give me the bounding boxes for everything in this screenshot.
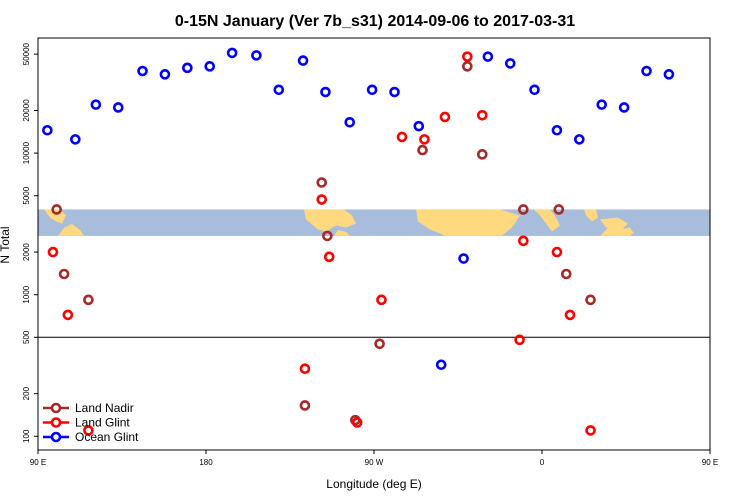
point-ocean-glint [226,47,238,59]
point-ocean-glint [458,253,469,264]
y-tick-label: 1000 [22,285,31,303]
point-ocean-glint [320,86,331,98]
point-ocean-glint [42,124,53,136]
chart-title: 0-15N January (Ver 7b_s31) 2014-09-06 to… [175,13,575,30]
legend-marker-ocean-glint [50,431,62,443]
land-shape [334,229,350,236]
point-land-glint [564,309,576,321]
data-points [42,47,675,436]
point-land-nadir [585,294,596,306]
point-ocean-glint [482,51,494,62]
point-ocean-glint [251,50,262,61]
y-tick-label: 5000 [22,186,31,204]
point-land-glint [299,363,311,375]
point-ocean-glint [204,61,216,72]
point-land-nadir [462,61,473,72]
y-tick-label: 50000 [22,42,31,65]
x-axis-label: Longitude (deg E) [326,477,421,491]
point-land-nadir [476,149,488,160]
map-band [38,209,710,236]
y-tick-label: 200 [22,386,31,400]
legend-marker-land-glint [50,417,62,428]
point-ocean-glint [435,359,447,371]
x-axis: 90 E 180 90 W 0 90 E [30,450,718,467]
point-ocean-glint [529,84,540,96]
point-land-glint [585,425,596,436]
point-land-nadir [83,294,94,306]
plot-frame [37,37,711,451]
land-shape [600,217,628,230]
point-land-glint [47,246,59,258]
legend-label-land-nadir: Land Nadir [75,401,134,415]
y-tick-label: 10000 [22,141,31,164]
point-land-glint [396,131,408,143]
point-ocean-glint [551,124,563,136]
point-ocean-glint [137,65,148,77]
land-shape [620,227,634,236]
point-land-glint [514,334,525,346]
point-ocean-glint [297,55,309,66]
point-ocean-glint [574,134,585,145]
point-land-nadir [417,144,428,156]
land-shape [304,209,356,232]
point-land-glint [62,309,74,321]
legend-label-ocean-glint: Ocean Glint [75,430,139,444]
point-land-nadir [560,268,572,280]
point-land-glint [476,109,488,121]
point-ocean-glint [90,99,102,110]
land-shape [416,209,520,236]
x-tick-label: 90 E [30,458,46,467]
point-ocean-glint [641,65,652,77]
point-ocean-glint [596,99,608,110]
point-ocean-glint [618,102,630,113]
point-land-nadir [374,338,385,350]
point-ocean-glint [366,84,378,96]
x-tick-label: 0 [540,458,545,467]
y-tick-label: 100 [22,429,31,443]
y-axis: 100 200 500 1000 2000 5000 10000 20000 50000 [22,42,38,443]
point-land-nadir [51,204,62,215]
point-land-nadir [316,177,328,188]
point-ocean-glint [70,134,81,145]
point-land-glint [323,251,335,263]
legend-label-land-glint: Land Glint [75,416,130,430]
x-tick-label: 90 E [702,458,718,467]
point-land-glint [551,246,563,258]
ocean-band [38,209,710,236]
point-land-glint [462,51,473,62]
point-land-glint [316,194,328,205]
point-ocean-glint [504,58,516,69]
point-ocean-glint [159,69,171,80]
y-tick-label: 500 [22,330,31,344]
point-ocean-glint [344,117,356,128]
land-shape [584,209,598,222]
point-ocean-glint [273,84,285,96]
point-land-nadir [322,230,333,242]
point-land-nadir [518,204,529,215]
point-land-nadir [299,400,311,411]
point-land-glint [419,134,430,145]
point-ocean-glint [663,69,675,80]
point-land-glint [376,294,387,306]
y-tick-label: 20000 [22,99,31,122]
point-land-glint [83,425,94,436]
point-ocean-glint [112,102,124,113]
point-land-nadir [58,268,70,280]
y-axis-label: N Total [0,226,12,263]
x-tick-label: 180 [199,458,213,467]
point-land-glint [439,111,451,123]
point-land-nadir [553,204,565,215]
y-tick-label: 2000 [22,243,31,261]
point-land-glint [351,417,363,428]
point-ocean-glint [413,120,425,132]
land-shape [66,225,74,234]
point-ocean-glint [182,62,193,74]
land-shape [534,209,560,232]
x-tick-label: 90 W [365,458,384,467]
legend-marker-land-nadir [50,402,62,414]
point-ocean-glint [389,86,400,98]
point-land-glint [518,235,529,247]
